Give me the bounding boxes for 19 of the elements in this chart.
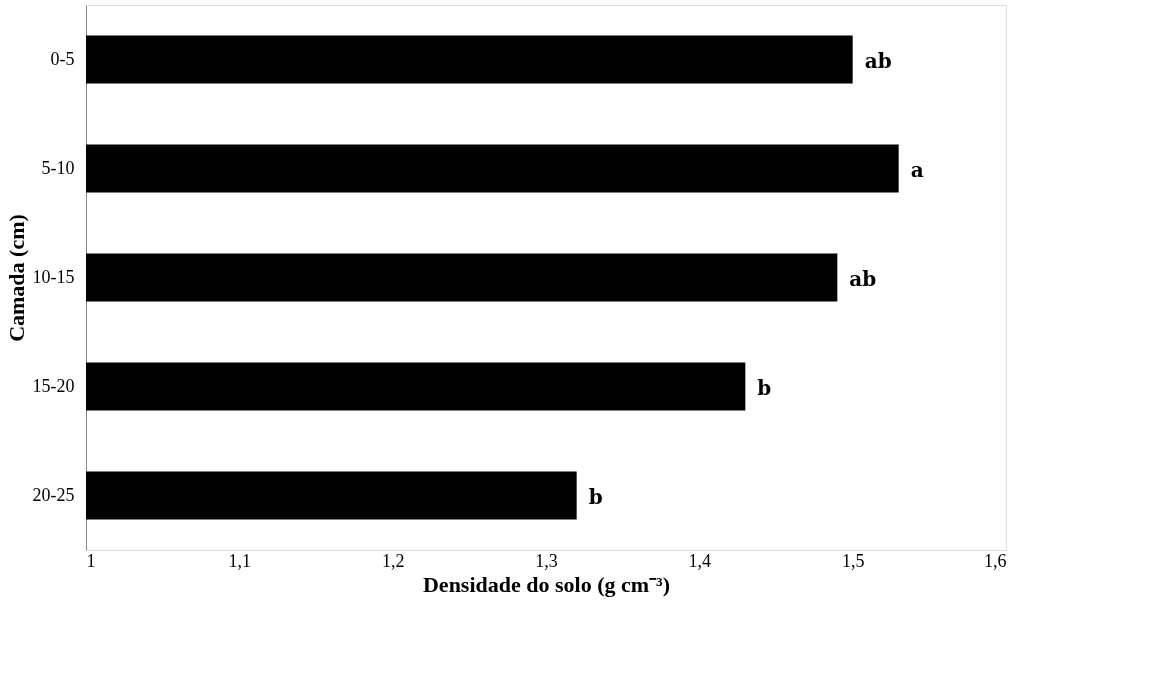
annotation: b bbox=[757, 375, 772, 400]
annotation: ab bbox=[864, 48, 892, 73]
x-tick-label: 1,3 bbox=[535, 550, 558, 571]
y-tick-label: 15-20 bbox=[32, 375, 75, 396]
x-tick-label: 1,4 bbox=[688, 550, 712, 571]
y-tick-label: 20-25 bbox=[32, 484, 75, 505]
y-tick-label: 0-5 bbox=[50, 48, 75, 69]
annotation: a bbox=[910, 157, 924, 182]
x-tick-label: 1 bbox=[86, 550, 96, 571]
annotation: ab bbox=[849, 266, 877, 291]
x-tick-label: 1,6 bbox=[984, 550, 1007, 571]
x-tick-label: 1,1 bbox=[228, 550, 252, 571]
annotation: b bbox=[588, 484, 603, 509]
x-tick-label: 1,2 bbox=[381, 550, 405, 571]
y-tick-label: 5-10 bbox=[41, 157, 75, 178]
y-tick-label: 10-15 bbox=[32, 266, 75, 287]
x-tick-label: 1,5 bbox=[841, 550, 865, 571]
y-axis-title: Camada (cm) bbox=[3, 214, 29, 342]
x-axis-title: Densidade do solo (g cm⁻³) bbox=[422, 571, 671, 597]
